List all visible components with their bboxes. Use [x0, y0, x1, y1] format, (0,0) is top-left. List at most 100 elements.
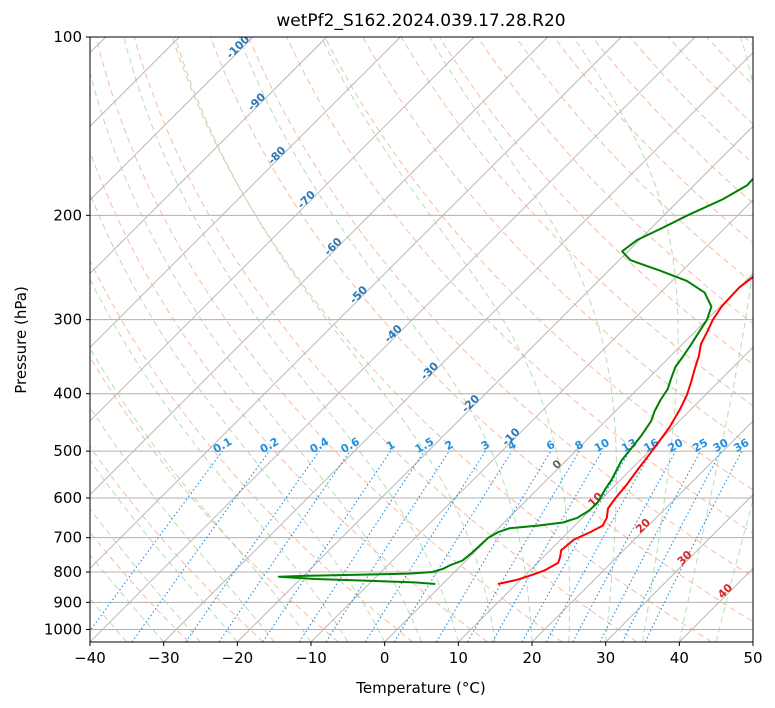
- moist-adiabat-label: 20: [633, 516, 653, 536]
- x-tick-label: −30: [148, 649, 180, 667]
- isotherm-line: [310, 199, 753, 642]
- mixing-ratio-line: [572, 450, 677, 642]
- x-tick-label: 30: [596, 649, 615, 667]
- moist-adiabat-label: 40: [715, 581, 735, 601]
- isotherm-line: [90, 37, 254, 201]
- x-tick-label: 20: [522, 649, 541, 667]
- moist-adiabat-line: [90, 278, 349, 642]
- mixing-ratio-line: [90, 450, 223, 632]
- y-tick-label: 700: [53, 529, 82, 547]
- isotherm-line: [90, 37, 548, 496]
- moist-adiabat-line: [90, 70, 422, 642]
- dry-adiabat-line: [171, 37, 712, 642]
- y-tick-label: 800: [53, 563, 82, 581]
- dry-adiabat-line: [362, 37, 753, 449]
- mixing-ratio-line: [131, 450, 270, 642]
- x-tick-label: 40: [670, 649, 689, 667]
- dry-adiabat-line: [90, 259, 414, 642]
- dry-adiabat-label: -20: [459, 392, 482, 415]
- mixing-ratio-label: 20: [666, 436, 686, 455]
- y-tick-label: 100: [53, 28, 82, 46]
- dry-adiabat-line: [744, 37, 753, 47]
- dewpoint-profile-line: [277, 177, 753, 585]
- dry-adiabat-line: [90, 445, 264, 642]
- dry-adiabat-line: [629, 37, 753, 165]
- mixing-ratio-label: 25: [690, 436, 710, 455]
- dry-adiabat-line: [90, 150, 488, 642]
- dry-adiabat-line: [400, 37, 753, 407]
- mixing-ratio-line: [218, 450, 351, 642]
- isotherm-line: [90, 37, 475, 422]
- isotherm-line: [90, 37, 401, 348]
- mixing-ratio-label: 30: [711, 436, 731, 455]
- mixing-ratio-line: [393, 450, 513, 642]
- dry-adiabat-label: -70: [295, 188, 318, 211]
- y-tick-label: 900: [53, 593, 82, 611]
- sounding-profiles: [277, 177, 753, 585]
- y-axis: 100 200 300 400 500 600 700 800 900 1000: [44, 28, 90, 638]
- moist-adiabats: [90, 37, 753, 642]
- moist-adiabat-line: [90, 507, 201, 642]
- mixing-ratio-label: 36: [732, 436, 752, 455]
- dry-adiabat-line: [90, 356, 339, 642]
- isotherm-line: [605, 494, 753, 642]
- temperature-profile-line: [497, 275, 753, 585]
- dry-adiabat-line: [248, 37, 753, 578]
- mixing-ratio-label: 0.6: [338, 435, 362, 456]
- isotherm-line: [90, 37, 327, 275]
- plot-frame: [89, 36, 754, 643]
- isotherm-line: [458, 346, 753, 642]
- mixing-ratio-lines: [90, 450, 743, 642]
- moist-adiabat-line: [90, 347, 312, 642]
- dry-adiabat-line: [324, 37, 753, 491]
- isotherm-line: [384, 273, 753, 642]
- isotherm-line: [90, 37, 622, 569]
- dry-adiabat-line: [133, 37, 638, 642]
- moist-adiabat-line: [678, 37, 753, 642]
- mixing-ratio-label: 0.1: [211, 435, 234, 456]
- dry-adiabat-line: [706, 37, 753, 86]
- y-tick-label: 200: [53, 206, 82, 224]
- dry-adiabat-line: [591, 37, 753, 204]
- moist-adiabat-line: [174, 37, 496, 642]
- x-tick-label: 50: [743, 649, 762, 667]
- moist-adiabat-line: [90, 192, 386, 642]
- dry-adiabat-label: -90: [245, 90, 268, 113]
- isotherm-line: [752, 641, 753, 642]
- moist-adiabat-label: 30: [675, 548, 695, 568]
- moist-adiabat-line: [429, 37, 617, 642]
- mixing-ratio-line: [298, 450, 425, 642]
- y-tick-label: 500: [53, 442, 82, 460]
- y-tick-label: 1000: [44, 620, 82, 638]
- mixing-ratio-label: 10: [592, 436, 612, 455]
- isotherm-line: [237, 125, 753, 642]
- y-tick-label: 300: [53, 311, 82, 329]
- mixing-ratio-line: [325, 450, 450, 642]
- dry-adiabat-line: [210, 37, 753, 623]
- plot-area: 0.1 0.2 0.4 0.6 1 1.5 2 3 4 6 8 10 13 16 20 25 30 36-100-…: [90, 37, 753, 642]
- isotherm-line: [163, 52, 753, 642]
- mixing-ratio-line: [467, 450, 580, 642]
- isotherm-line: [531, 420, 753, 642]
- dry-adiabats: [90, 37, 753, 642]
- dry-adiabat-line: [477, 37, 753, 325]
- mixing-ratio-line: [545, 450, 653, 642]
- dry-adiabat-label: -80: [265, 144, 288, 167]
- moist-adiabat-line: [123, 37, 459, 642]
- y-tick-label: 400: [53, 385, 82, 403]
- dry-adiabat-label: -40: [382, 322, 405, 345]
- moist-adiabat-line: [238, 37, 533, 642]
- mixing-ratio-line: [364, 450, 486, 642]
- moist-adiabat-line: [715, 498, 753, 642]
- mixing-ratio-label: 0.4: [308, 435, 332, 456]
- x-tick-label: −40: [74, 649, 106, 667]
- dry-adiabat-label: -10: [499, 425, 522, 448]
- mixing-ratio-line: [262, 450, 392, 642]
- moist-adiabat-line: [320, 37, 571, 642]
- x-tick-label: −20: [222, 649, 254, 667]
- dry-adiabat-label: -60: [321, 235, 344, 258]
- mixing-ratio-line: [491, 450, 603, 642]
- mixing-ratio-line: [599, 450, 701, 642]
- x-tick-label: 10: [449, 649, 468, 667]
